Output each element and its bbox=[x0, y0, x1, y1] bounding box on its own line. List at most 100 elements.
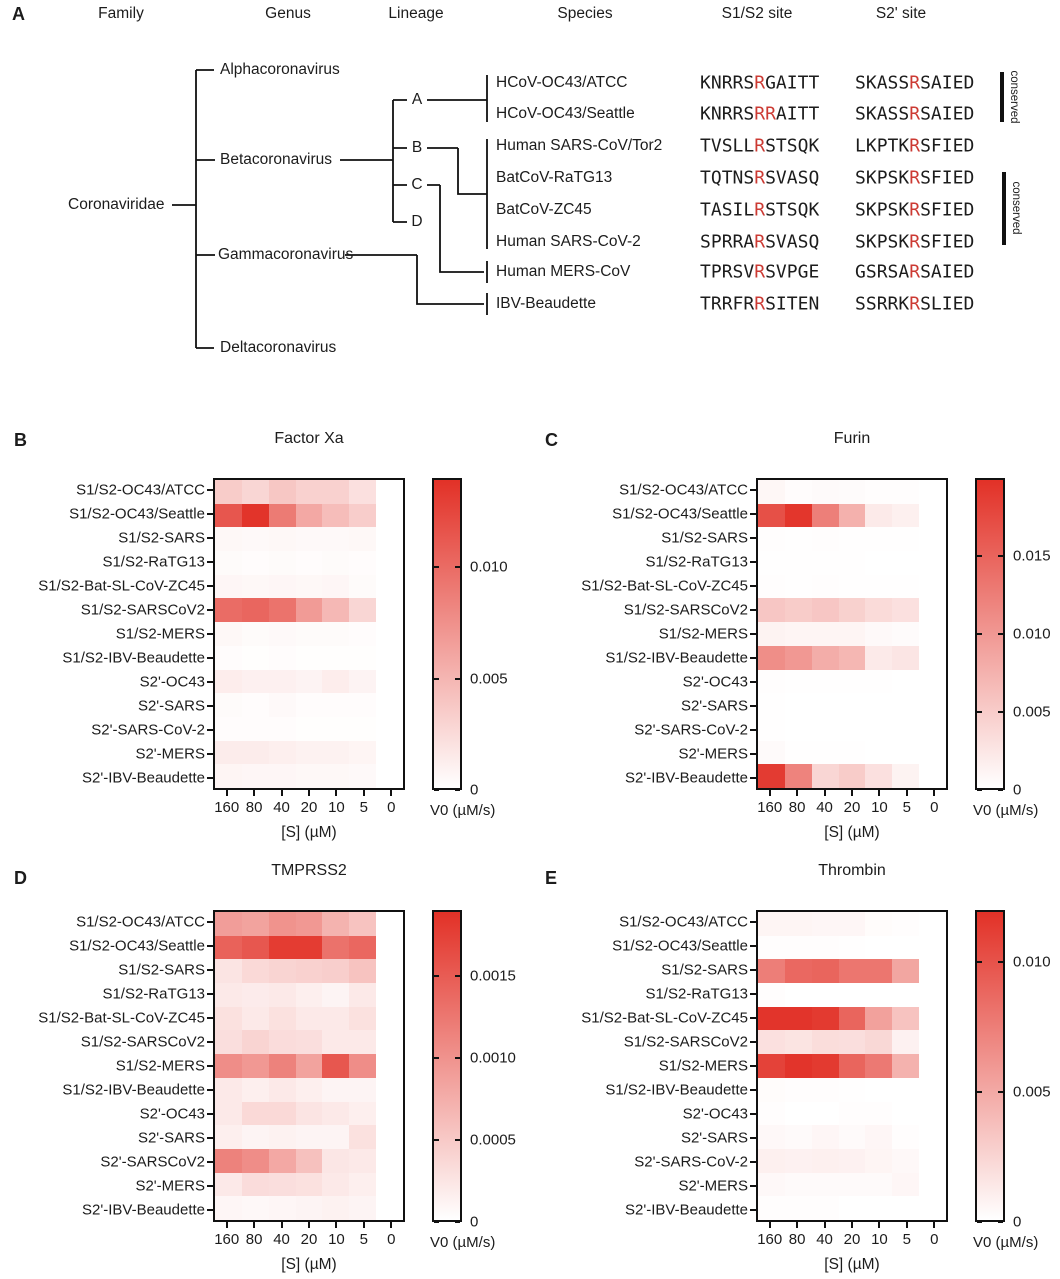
heatmap-cell bbox=[811, 1054, 839, 1078]
sequence-residue: E bbox=[952, 135, 964, 157]
heatmap-cell bbox=[241, 1006, 269, 1031]
y-tick bbox=[207, 1065, 213, 1067]
heatmap-cell bbox=[838, 551, 866, 575]
sequence-residue: T bbox=[700, 261, 711, 283]
heatmap-cell bbox=[892, 1030, 920, 1055]
y-tick bbox=[207, 1161, 213, 1163]
heatmap-cell bbox=[376, 764, 403, 788]
heatmap-cell bbox=[241, 693, 269, 717]
y-tick bbox=[750, 1041, 756, 1043]
heatmap-cell bbox=[295, 1172, 323, 1197]
sequence-residue: I bbox=[941, 167, 953, 189]
sequence-residue: A bbox=[743, 231, 755, 253]
heatmap-cell bbox=[838, 1172, 866, 1197]
genus-label-gammacoronavirus: Gammacoronavirus bbox=[218, 246, 354, 263]
colorbar-tick-label: 0.005 bbox=[1013, 703, 1051, 721]
sequence-residue: S bbox=[797, 231, 809, 253]
s2prime-sequence: SKPSKRSFIED bbox=[855, 232, 974, 253]
heatmap-cell bbox=[784, 983, 812, 1007]
heatmap-cell bbox=[784, 598, 812, 623]
heatmap-cell bbox=[349, 1148, 377, 1173]
heatmap-cell bbox=[865, 574, 893, 599]
row-label: S2'-SARS-CoV-2 bbox=[634, 1153, 748, 1171]
heatmap-cell bbox=[241, 740, 269, 765]
sequence-residue: Q bbox=[710, 167, 722, 189]
heatmap-cell bbox=[215, 1101, 242, 1126]
heatmap-cell bbox=[349, 598, 377, 623]
heatmap-cell bbox=[349, 503, 377, 528]
heatmap-cell bbox=[241, 1148, 269, 1173]
row-label: S2'-MERS bbox=[678, 1177, 748, 1195]
sequence-residue: D bbox=[963, 135, 975, 157]
heatmap-cell bbox=[892, 1101, 920, 1126]
heatmap-cell bbox=[758, 1054, 785, 1078]
x-tick-label: 20 bbox=[300, 799, 318, 816]
heatmap-cell bbox=[865, 1054, 893, 1078]
species-label: HCoV-OC43/ATCC bbox=[496, 74, 628, 91]
y-tick bbox=[207, 681, 213, 683]
heatmap-cell bbox=[322, 574, 350, 599]
heatmap-cell bbox=[892, 622, 920, 646]
colorbar-tick bbox=[998, 1221, 1003, 1223]
heatmap-cell bbox=[865, 645, 893, 670]
heatmap-cell bbox=[811, 1148, 839, 1173]
row-label: S1/S2-IBV-Beaudette bbox=[62, 649, 205, 667]
x-tick-label: 40 bbox=[816, 799, 833, 816]
colorbar-label: V0 (µM/s) bbox=[973, 1234, 1039, 1251]
heatmap-cell bbox=[784, 1172, 812, 1197]
row-label: S1/S2-IBV-Beaudette bbox=[605, 1081, 748, 1099]
heatmap-cell bbox=[241, 645, 269, 670]
sequence-residue: S bbox=[743, 167, 755, 189]
colorbar-tick bbox=[455, 1138, 460, 1141]
row-label: S1/S2-MERS bbox=[115, 625, 205, 643]
y-tick bbox=[207, 1089, 213, 1091]
heatmap-cell bbox=[349, 622, 377, 646]
heatmap-cell bbox=[322, 1125, 350, 1149]
x-tick-label: 160 bbox=[757, 799, 783, 816]
heatmap-cell bbox=[892, 645, 920, 670]
colorbar-label: V0 (µM/s) bbox=[430, 802, 496, 819]
sequence-residue: R bbox=[732, 72, 744, 94]
heatmap-cell bbox=[865, 716, 893, 741]
x-tick bbox=[390, 1222, 393, 1228]
heatmap-cell bbox=[349, 1101, 377, 1126]
x-tick-label: 0 bbox=[930, 1231, 939, 1248]
heatmap-cell bbox=[376, 527, 403, 552]
heatmap-cell bbox=[892, 959, 920, 984]
heatmap-cell bbox=[349, 983, 377, 1007]
colorbar-tick bbox=[998, 555, 1003, 557]
column-header-lineage: Lineage bbox=[388, 5, 444, 22]
cleavage-site-residue: R bbox=[754, 199, 766, 221]
row-label: S1/S2-OC43/ATCC bbox=[619, 481, 748, 499]
heatmap-cell bbox=[758, 645, 785, 670]
sequence-residue: A bbox=[930, 261, 942, 283]
x-tick-label: 5 bbox=[902, 1231, 912, 1248]
row-label: S1/S2-Bat-SL-CoV-ZC45 bbox=[581, 577, 748, 595]
x-axis-label: [S] (µM) bbox=[824, 824, 880, 841]
heatmap-cell bbox=[784, 645, 812, 670]
heatmap-cell bbox=[215, 527, 242, 552]
conserved-label-bottom: conserved bbox=[1010, 181, 1022, 235]
heatmap-cell bbox=[811, 1077, 839, 1102]
sequence-residue: R bbox=[876, 293, 888, 315]
panel-c-label: C bbox=[545, 430, 558, 450]
sequence-residue: S bbox=[765, 199, 776, 221]
heatmap-cell bbox=[758, 959, 785, 984]
sequence-residue: P bbox=[876, 231, 888, 253]
x-tick bbox=[253, 790, 256, 796]
heatmap-cell bbox=[376, 1172, 403, 1197]
heatmap-cell bbox=[376, 1196, 403, 1220]
heatmap-cell bbox=[268, 551, 296, 575]
sequence-residue: E bbox=[952, 231, 964, 253]
sequence-residue: E bbox=[808, 261, 820, 283]
heatmap-cell bbox=[295, 645, 323, 670]
family-label: Coronaviridae bbox=[68, 196, 165, 213]
heatmap-cell bbox=[892, 503, 920, 528]
heatmap-cell bbox=[811, 1196, 839, 1220]
sequence-residue: R bbox=[710, 293, 722, 315]
sequence-residue: S bbox=[855, 293, 866, 315]
heatmap-cell bbox=[322, 764, 350, 788]
y-tick bbox=[750, 1017, 756, 1019]
x-tick bbox=[851, 1222, 853, 1228]
